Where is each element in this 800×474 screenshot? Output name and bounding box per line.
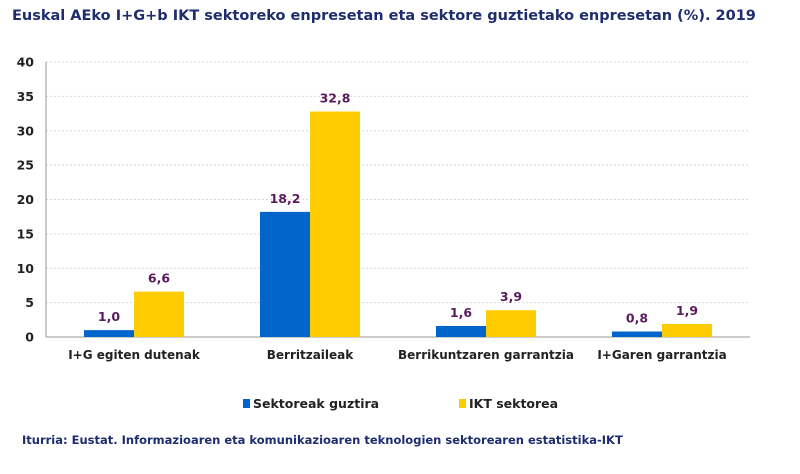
legend-label: IKT sektorea xyxy=(469,396,558,411)
legend-swatch xyxy=(459,399,466,408)
legend-label: Sektoreak guztira xyxy=(253,396,379,411)
y-tick-label: 30 xyxy=(17,123,35,138)
legend-swatch xyxy=(243,399,250,408)
y-tick-label: 0 xyxy=(25,330,34,345)
bar-ikt-sektorea xyxy=(486,310,536,337)
data-label: 0,8 xyxy=(626,311,648,326)
y-tick-label: 15 xyxy=(17,226,34,241)
bar-sektoreak-guztira xyxy=(436,326,486,337)
data-label: 32,8 xyxy=(320,91,351,106)
y-tick-label: 10 xyxy=(17,261,35,276)
x-category-label: Berritzaileak xyxy=(267,348,355,362)
y-tick-label: 20 xyxy=(17,192,35,207)
x-category-label: I+Garen garrantzia xyxy=(597,348,726,362)
data-label: 1,6 xyxy=(450,305,472,320)
data-label: 18,2 xyxy=(270,191,301,206)
y-tick-label: 35 xyxy=(17,89,34,104)
bar-sektoreak-guztira xyxy=(260,211,310,337)
bar-ikt-sektorea xyxy=(310,111,360,337)
bar-sektoreak-guztira xyxy=(612,331,662,337)
x-category-label: I+G egiten dutenak xyxy=(68,348,201,362)
y-tick-label: 5 xyxy=(25,295,34,310)
y-tick-label: 40 xyxy=(17,55,35,70)
bar-ikt-sektorea xyxy=(134,291,184,337)
data-label: 6,6 xyxy=(148,271,170,286)
bar-ikt-sektorea xyxy=(662,323,712,337)
source-note: Iturria: Eustat. Informazioaren eta komu… xyxy=(22,433,623,447)
data-label: 1,0 xyxy=(98,309,120,324)
data-label: 3,9 xyxy=(500,289,522,304)
bar-sektoreak-guztira xyxy=(84,330,134,337)
chart-title: Euskal AEko I+G+b IKT sektoreko enpreset… xyxy=(12,8,756,24)
y-tick-label: 25 xyxy=(17,158,34,173)
data-label: 1,9 xyxy=(676,303,698,318)
x-category-label: Berrikuntzaren garrantzia xyxy=(398,348,574,362)
